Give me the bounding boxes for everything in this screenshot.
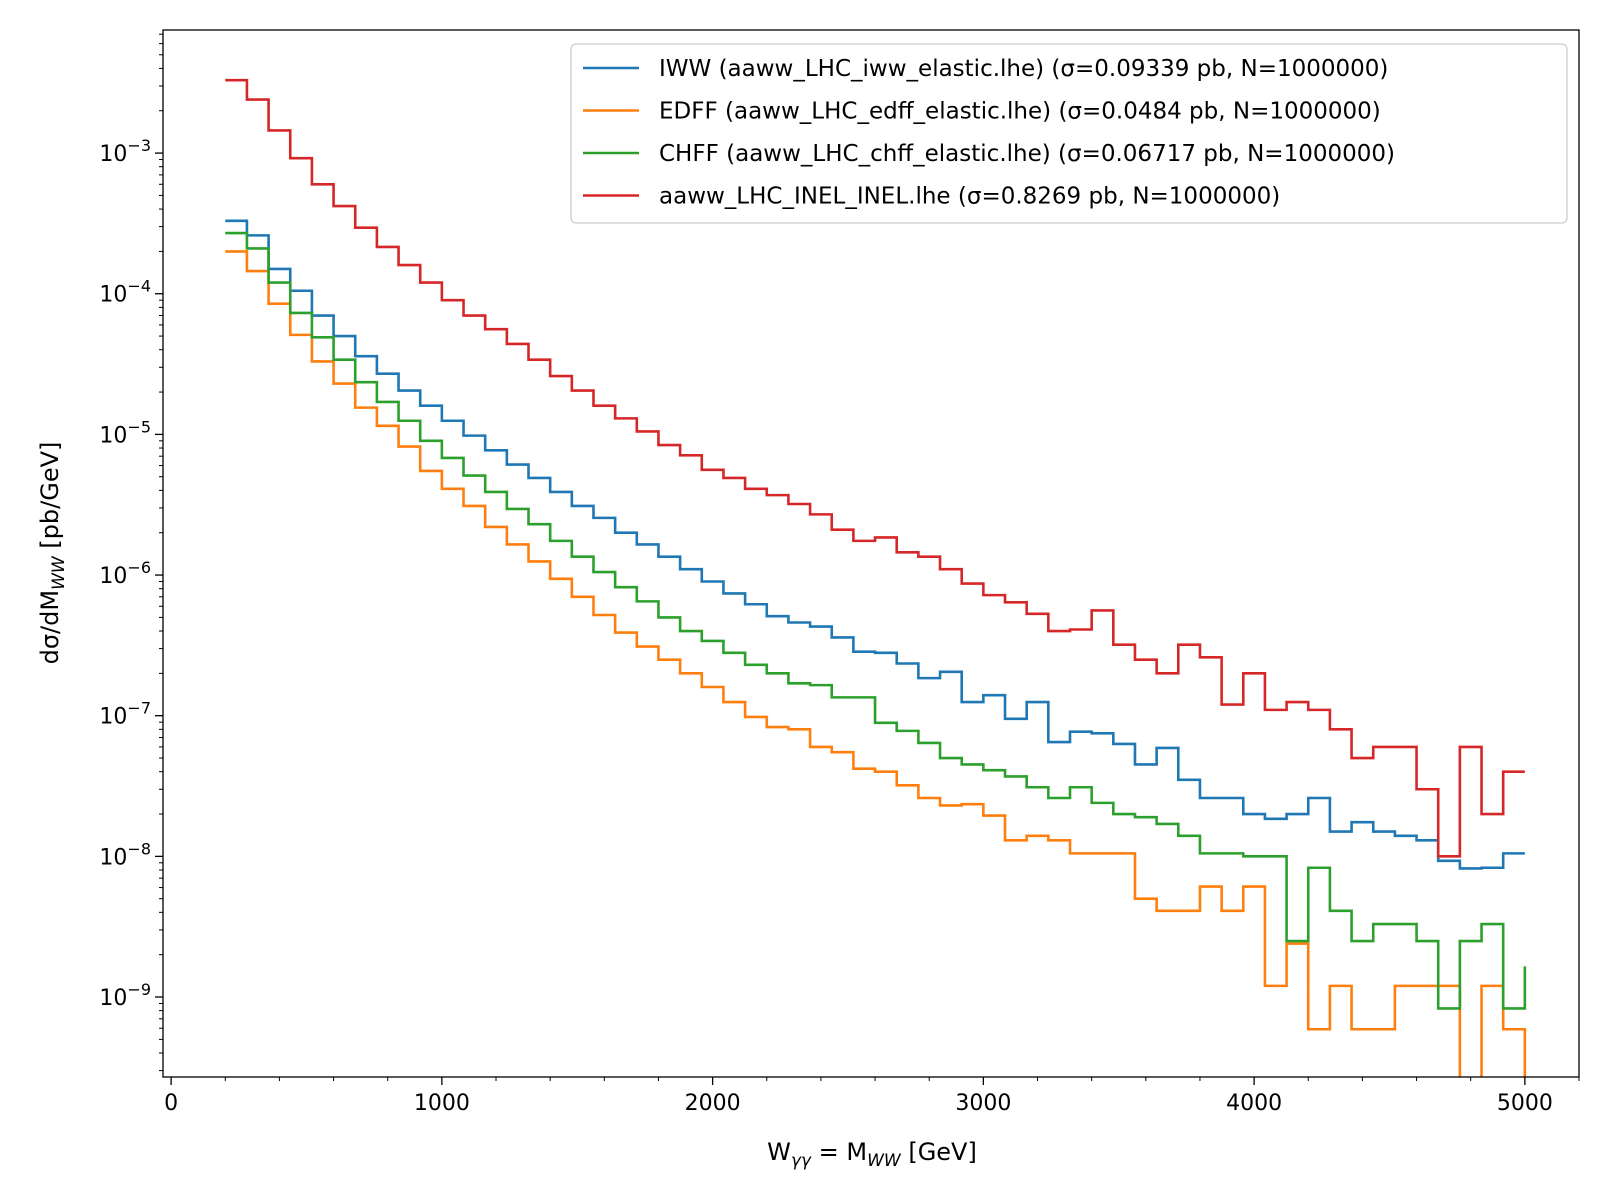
y-tick-label: 10−8 [99,839,151,870]
series-layer [225,78,1527,1077]
y-tick-label: 10−9 [99,980,151,1011]
y-tick-label: 10−6 [99,558,151,589]
x-tick-label: 4000 [1226,1091,1282,1116]
plot-frame [162,29,1580,1078]
series-line-3 [225,231,1527,1010]
series-line-1 [225,219,1525,870]
x-axis: 0 1000 2000 3000 4000 5000 [164,1077,1580,1116]
series-line-4 [225,78,1525,858]
x-tick-label: 3000 [955,1091,1011,1116]
x-tick-label: 2000 [685,1091,741,1116]
y-tick-label: 10−3 [99,136,151,167]
x-tick-label: 1000 [414,1091,470,1116]
y-axis: 10−9 10−8 10−7 10−6 10−5 10−4 10−3 [99,33,163,1072]
legend-box [570,43,1568,224]
legend-label-3: CHFF (aaww_LHC_chff_elastic.lhe) (σ=0.06… [659,141,1395,167]
x-axis-label: Wγγ​ = MWW​ [GeV] [767,1138,977,1171]
legend-label-2: EDFF (aaww_LHC_edff_elastic.lhe) (σ=0.04… [659,99,1381,125]
series-line-2 [225,250,1527,1077]
x-tick-label: 5000 [1497,1091,1553,1116]
x-tick-label: 0 [164,1091,178,1116]
y-tick-label: 10−5 [99,417,151,448]
y-tick-label: 10−7 [99,699,151,730]
y-tick-label: 10−4 [99,277,151,308]
legend-label-1: IWW (aaww_LHC_iww_elastic.lhe) (σ=0.0933… [659,56,1388,82]
legend: IWW (aaww_LHC_iww_elastic.lhe) (σ=0.0933… [570,43,1568,224]
y-axis-label: dσ/dMWW​ [pb/GeV] [36,442,69,665]
legend-label-4: aaww_LHC_INEL_INEL.lhe (σ=0.8269 pb, N=1… [659,184,1280,210]
